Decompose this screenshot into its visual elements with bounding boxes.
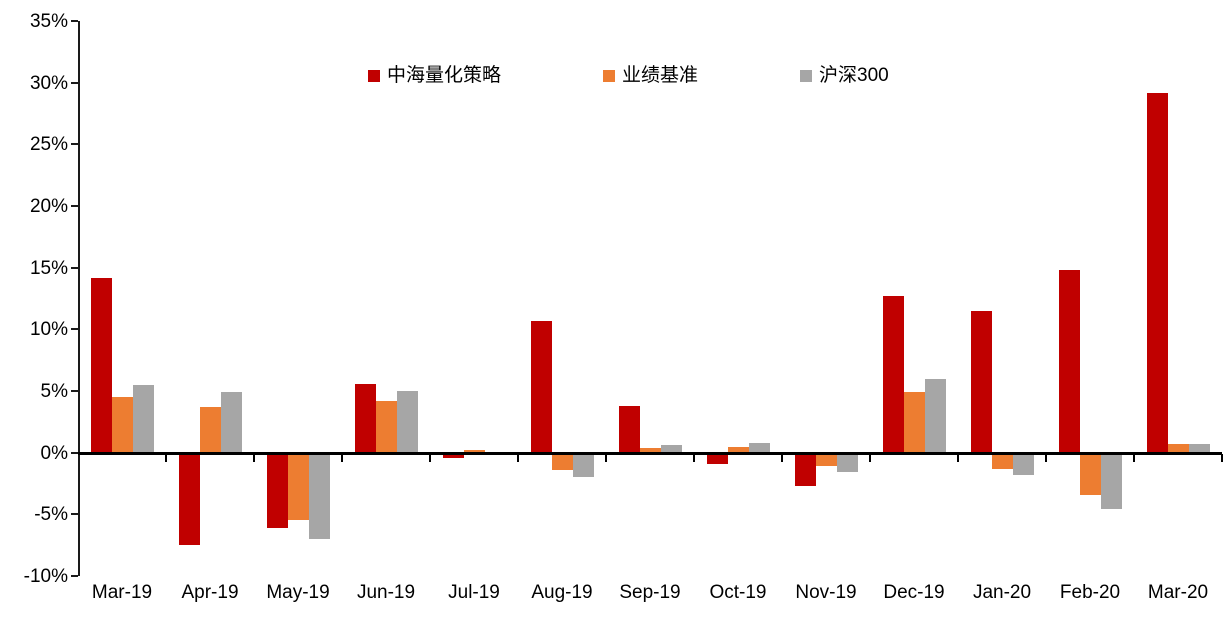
x-axis-tick xyxy=(781,453,783,462)
bar xyxy=(639,447,661,453)
bar xyxy=(199,407,221,453)
y-axis-label: 35% xyxy=(29,11,68,32)
y-axis-tick xyxy=(71,575,78,577)
x-axis-tick xyxy=(253,453,255,462)
bar xyxy=(1188,444,1210,453)
bar xyxy=(1100,452,1122,510)
legend-item-strategy: 中海量化策略 xyxy=(368,66,501,85)
legend-item-benchmark: 业绩基准 xyxy=(603,66,698,85)
bar xyxy=(660,445,682,453)
y-axis-tick xyxy=(71,81,78,84)
x-axis-tick xyxy=(1045,453,1047,462)
y-axis-tick xyxy=(71,328,78,331)
y-axis-tick xyxy=(71,513,78,516)
bar xyxy=(1012,452,1034,475)
legend-item-csi300: 沪深300 xyxy=(800,66,889,85)
y-axis-tick xyxy=(71,205,78,207)
bar xyxy=(727,446,749,453)
y-axis-label: 15% xyxy=(29,257,68,279)
x-axis-tick xyxy=(165,453,167,462)
legend: 中海量化策略 业绩基准 沪深300 xyxy=(368,66,889,85)
bar xyxy=(572,452,594,478)
bar xyxy=(1079,452,1101,495)
y-axis-tick xyxy=(71,390,78,392)
bar xyxy=(354,383,376,453)
legend-label-strategy: 中海量化策略 xyxy=(387,65,502,86)
x-axis-label: Aug-19 xyxy=(531,582,593,603)
bar xyxy=(815,452,837,467)
orange-square-icon xyxy=(603,69,616,82)
x-axis-label: Jan-20 xyxy=(972,582,1032,603)
x-axis-label: Feb-20 xyxy=(1059,582,1121,603)
bar xyxy=(1146,92,1168,453)
gray-square-icon xyxy=(800,69,813,82)
x-axis-tick xyxy=(1133,453,1135,462)
x-axis-tick xyxy=(605,453,607,462)
x-axis-tick xyxy=(1221,453,1223,462)
y-axis-label: 0% xyxy=(40,442,68,464)
y-axis-label: -10% xyxy=(23,566,68,587)
y-axis-tick xyxy=(71,451,78,454)
x-axis-label: Oct-19 xyxy=(709,582,767,603)
x-axis-tick xyxy=(693,453,695,462)
bar xyxy=(748,442,770,453)
bar xyxy=(111,397,133,453)
bar xyxy=(178,452,200,546)
x-axis-tick xyxy=(341,453,343,462)
bar xyxy=(308,452,330,539)
y-axis-label: 20% xyxy=(29,196,68,217)
plot-area: 35% 30% 25% 20% 15% 10% 5% 0% -5% -10% xyxy=(24,12,1223,586)
x-axis-label: Apr-19 xyxy=(181,582,239,603)
bar xyxy=(132,384,154,453)
bar xyxy=(882,296,904,453)
y-axis-label: -5% xyxy=(34,504,68,526)
bar xyxy=(1058,270,1080,453)
x-axis-tick xyxy=(957,453,959,462)
y-axis-line xyxy=(78,21,80,576)
x-axis-tick xyxy=(429,453,431,462)
red-square-icon xyxy=(368,69,380,82)
x-axis-label: Dec-19 xyxy=(883,582,945,603)
y-axis-label: 25% xyxy=(29,134,68,156)
x-axis-label: Jul-19 xyxy=(448,582,500,603)
y-axis-label: 10% xyxy=(29,319,68,341)
bar xyxy=(90,277,112,453)
x-axis-label: Sep-19 xyxy=(619,582,681,603)
x-axis-tick xyxy=(517,453,519,462)
x-axis-label: Jun-19 xyxy=(356,582,416,603)
bar xyxy=(794,452,816,486)
bar xyxy=(1167,444,1189,453)
y-axis-tick xyxy=(71,143,78,146)
bar xyxy=(618,405,640,453)
legend-label-csi300: 沪深300 xyxy=(819,65,889,86)
bar xyxy=(375,400,397,453)
bar xyxy=(970,310,992,453)
x-axis-tick xyxy=(869,453,871,462)
bar xyxy=(903,392,925,453)
x-axis-label: Mar-19 xyxy=(91,582,153,603)
y-axis-label: 30% xyxy=(29,72,68,94)
y-axis-tick xyxy=(71,266,78,269)
bar xyxy=(991,452,1013,469)
y-axis-tick xyxy=(71,20,78,22)
bar xyxy=(706,452,728,464)
y-axis-label: 5% xyxy=(40,381,68,402)
bar xyxy=(924,378,946,453)
bar xyxy=(287,452,309,521)
bar xyxy=(396,391,418,453)
bar xyxy=(463,450,485,453)
x-axis-label: May-19 xyxy=(266,582,330,603)
bar xyxy=(266,452,288,528)
bar xyxy=(530,320,552,453)
bar xyxy=(836,452,858,473)
x-axis-label: Mar-20 xyxy=(1147,582,1209,603)
legend-label-benchmark: 业绩基准 xyxy=(622,65,699,86)
bar xyxy=(442,452,464,458)
bar xyxy=(551,452,573,470)
bar xyxy=(220,392,242,453)
x-axis-label: Nov-19 xyxy=(795,582,857,603)
x-axis-zero-line xyxy=(78,451,1222,455)
